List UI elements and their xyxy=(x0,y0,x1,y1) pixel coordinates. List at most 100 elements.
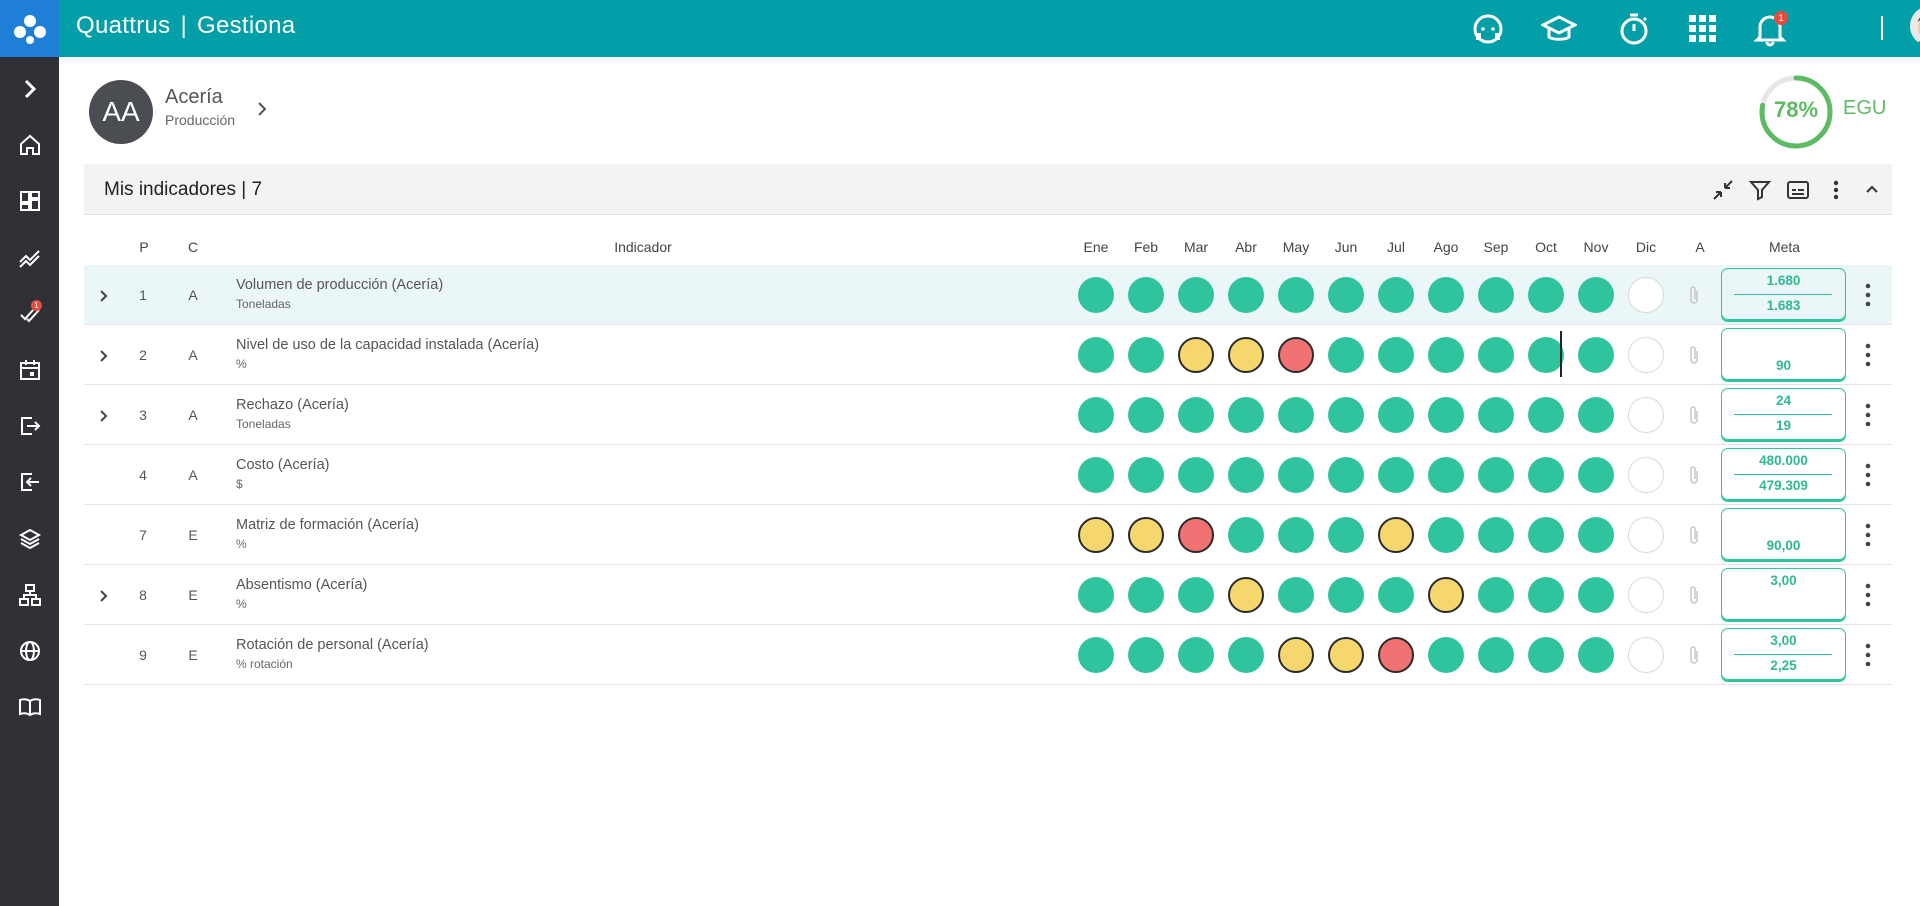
indicator-name[interactable]: Costo (Acería) xyxy=(236,457,330,473)
status-dot-nov[interactable] xyxy=(1578,457,1614,493)
status-dot-abr[interactable] xyxy=(1228,337,1264,373)
row-more-icon[interactable] xyxy=(1864,582,1872,608)
status-dot-oct[interactable] xyxy=(1528,457,1564,493)
paperclip-icon[interactable] xyxy=(1687,645,1701,665)
paperclip-icon[interactable] xyxy=(1687,405,1701,425)
status-dot-dic[interactable] xyxy=(1628,277,1664,313)
status-dot-sep[interactable] xyxy=(1478,397,1514,433)
status-dot-sep[interactable] xyxy=(1478,637,1514,673)
table-row[interactable]: 9 E Rotación de personal (Acería) % rotació… xyxy=(84,625,1892,685)
indicator-name[interactable]: Absentismo (Acería) xyxy=(236,577,368,593)
status-dot-abr[interactable] xyxy=(1228,277,1264,313)
status-dot-ene[interactable] xyxy=(1078,577,1114,613)
status-dot-oct[interactable] xyxy=(1528,337,1564,373)
paperclip-icon[interactable] xyxy=(1687,285,1701,305)
timer-button[interactable] xyxy=(1614,9,1654,49)
status-dot-jul[interactable] xyxy=(1378,397,1414,433)
rail-home[interactable] xyxy=(0,125,59,165)
status-dot-may[interactable] xyxy=(1278,517,1314,553)
status-dot-oct[interactable] xyxy=(1528,577,1564,613)
meta-box[interactable]: 24 19 xyxy=(1721,388,1846,440)
status-dot-mar[interactable] xyxy=(1178,457,1214,493)
status-dot-feb[interactable] xyxy=(1128,577,1164,613)
status-dot-mar[interactable] xyxy=(1178,637,1214,673)
rail-import[interactable] xyxy=(0,406,59,446)
expand-row-icon[interactable] xyxy=(98,349,110,363)
rail-expand-button[interactable] xyxy=(0,69,59,109)
status-dot-sep[interactable] xyxy=(1478,457,1514,493)
caption-button[interactable] xyxy=(1784,176,1812,204)
table-row[interactable]: 4 A Costo (Acería) $480.000 479.309 xyxy=(84,445,1892,505)
row-more-icon[interactable] xyxy=(1864,402,1872,428)
status-dot-abr[interactable] xyxy=(1228,397,1264,433)
status-dot-jun[interactable] xyxy=(1328,277,1364,313)
status-dot-jun[interactable] xyxy=(1328,337,1364,373)
meta-box[interactable]: 90,00 xyxy=(1721,508,1846,560)
expand-row-icon[interactable] xyxy=(98,289,110,303)
status-dot-oct[interactable] xyxy=(1528,517,1564,553)
status-dot-feb[interactable] xyxy=(1128,517,1164,553)
status-dot-ene[interactable] xyxy=(1078,337,1114,373)
status-dot-jun[interactable] xyxy=(1328,577,1364,613)
status-dot-ago[interactable] xyxy=(1428,277,1464,313)
status-dot-feb[interactable] xyxy=(1128,337,1164,373)
status-dot-ago[interactable] xyxy=(1428,337,1464,373)
status-dot-ene[interactable] xyxy=(1078,517,1114,553)
status-dot-jul[interactable] xyxy=(1378,277,1414,313)
status-dot-ago[interactable] xyxy=(1428,577,1464,613)
status-dot-dic[interactable] xyxy=(1628,457,1664,493)
row-more-icon[interactable] xyxy=(1864,282,1872,308)
status-dot-ago[interactable] xyxy=(1428,517,1464,553)
status-dot-jun[interactable] xyxy=(1328,457,1364,493)
paperclip-icon[interactable] xyxy=(1687,465,1701,485)
notifications-button[interactable]: 1 xyxy=(1750,9,1790,49)
status-dot-sep[interactable] xyxy=(1478,277,1514,313)
status-dot-jun[interactable] xyxy=(1328,397,1364,433)
status-dot-dic[interactable] xyxy=(1628,637,1664,673)
status-dot-oct[interactable] xyxy=(1528,277,1564,313)
status-dot-may[interactable] xyxy=(1278,637,1314,673)
status-dot-jun[interactable] xyxy=(1328,637,1364,673)
row-more-icon[interactable] xyxy=(1864,342,1872,368)
status-dot-jul[interactable] xyxy=(1378,337,1414,373)
status-dot-feb[interactable] xyxy=(1128,277,1164,313)
status-dot-feb[interactable] xyxy=(1128,397,1164,433)
status-dot-mar[interactable] xyxy=(1178,337,1214,373)
status-dot-mar[interactable] xyxy=(1178,577,1214,613)
status-dot-nov[interactable] xyxy=(1578,337,1614,373)
status-dot-ene[interactable] xyxy=(1078,277,1114,313)
status-dot-jul[interactable] xyxy=(1378,457,1414,493)
paperclip-icon[interactable] xyxy=(1687,345,1701,365)
rail-trends[interactable] xyxy=(0,238,59,278)
status-dot-ene[interactable] xyxy=(1078,397,1114,433)
status-dot-jul[interactable] xyxy=(1378,577,1414,613)
paperclip-icon[interactable] xyxy=(1687,525,1701,545)
panel-more-button[interactable] xyxy=(1822,176,1850,204)
status-dot-ago[interactable] xyxy=(1428,637,1464,673)
status-dot-ago[interactable] xyxy=(1428,397,1464,433)
support-button[interactable] xyxy=(1468,9,1508,49)
status-dot-jul[interactable] xyxy=(1378,637,1414,673)
status-dot-nov[interactable] xyxy=(1578,277,1614,313)
status-dot-nov[interactable] xyxy=(1578,637,1614,673)
status-dot-ene[interactable] xyxy=(1078,457,1114,493)
status-dot-may[interactable] xyxy=(1278,277,1314,313)
panel-collapse-button[interactable] xyxy=(1858,176,1886,204)
status-dot-abr[interactable] xyxy=(1228,637,1264,673)
training-button[interactable] xyxy=(1539,9,1579,49)
rail-layers[interactable] xyxy=(0,519,59,559)
status-dot-ene[interactable] xyxy=(1078,637,1114,673)
status-dot-dic[interactable] xyxy=(1628,517,1664,553)
rail-organization[interactable] xyxy=(0,575,59,615)
status-dot-may[interactable] xyxy=(1278,577,1314,613)
status-dot-oct[interactable] xyxy=(1528,637,1564,673)
status-dot-mar[interactable] xyxy=(1178,397,1214,433)
status-dot-oct[interactable] xyxy=(1528,397,1564,433)
indicator-name[interactable]: Volumen de producción (Acería) xyxy=(236,277,444,293)
app-logo[interactable] xyxy=(0,0,59,57)
row-more-icon[interactable] xyxy=(1864,642,1872,668)
meta-box[interactable]: 3,00 xyxy=(1721,568,1846,620)
expand-row-icon[interactable] xyxy=(98,589,110,603)
expand-row-icon[interactable] xyxy=(98,409,110,423)
status-dot-mar[interactable] xyxy=(1178,277,1214,313)
